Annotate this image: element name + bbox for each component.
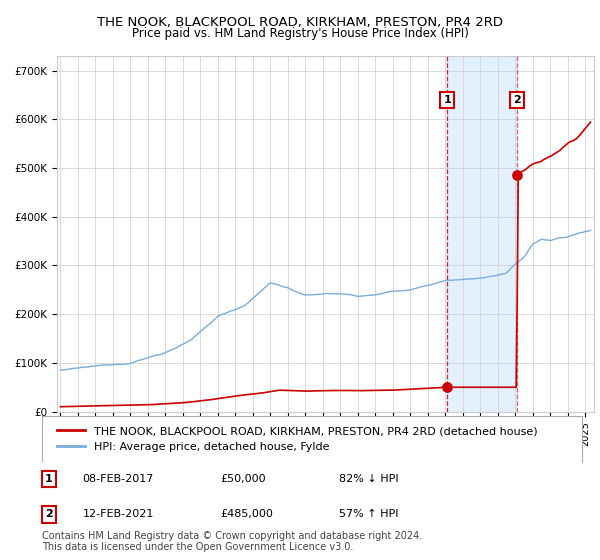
Text: 2: 2 [513,95,521,105]
Bar [447,56,517,412]
Point [442,383,452,392]
Legend: THE NOOK, BLACKPOOL ROAD, KIRKHAM, PRESTON, PR4 2RD (detached house), HPI: Avera: THE NOOK, BLACKPOOL ROAD, KIRKHAM, PREST… [53,422,542,456]
Text: £50,000: £50,000 [220,474,266,484]
Text: 08-FEB-2017: 08-FEB-2017 [83,474,154,484]
Text: 12-FEB-2021: 12-FEB-2021 [83,510,154,520]
Text: THE NOOK, BLACKPOOL ROAD, KIRKHAM, PRESTON, PR4 2RD: THE NOOK, BLACKPOOL ROAD, KIRKHAM, PREST… [97,16,503,29]
Text: 1: 1 [443,95,451,105]
Text: 57% ↑ HPI: 57% ↑ HPI [339,510,398,520]
Point [512,171,522,180]
Text: Contains HM Land Registry data © Crown copyright and database right 2024.
This d: Contains HM Land Registry data © Crown c… [42,531,422,553]
Text: 1: 1 [45,474,53,484]
Text: 82% ↓ HPI: 82% ↓ HPI [339,474,398,484]
Text: Price paid vs. HM Land Registry's House Price Index (HPI): Price paid vs. HM Land Registry's House … [131,27,469,40]
Text: £485,000: £485,000 [220,510,273,520]
Text: 2: 2 [45,510,53,520]
